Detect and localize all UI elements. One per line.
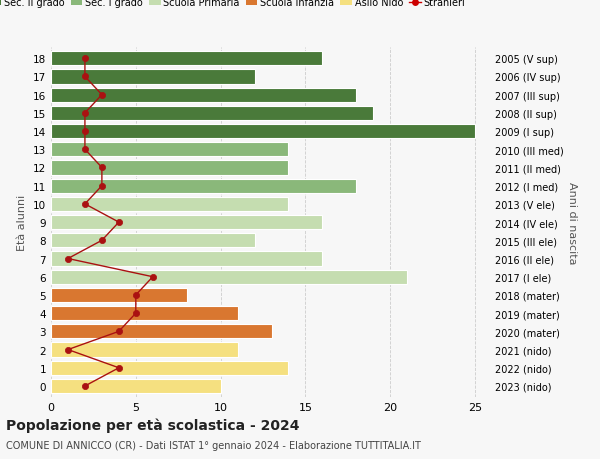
Bar <box>51 143 289 157</box>
Bar <box>51 234 254 248</box>
Bar <box>51 252 322 266</box>
Bar <box>51 288 187 302</box>
Legend: Sec. II grado, Sec. I grado, Scuola Primaria, Scuola Infanzia, Asilo Nido, Stran: Sec. II grado, Sec. I grado, Scuola Prim… <box>0 0 469 12</box>
Text: Popolazione per età scolastica - 2024: Popolazione per età scolastica - 2024 <box>6 418 299 432</box>
Bar <box>51 306 238 320</box>
Bar <box>51 325 271 339</box>
Bar <box>51 70 254 84</box>
Bar <box>51 216 322 230</box>
Bar <box>51 125 475 139</box>
Bar <box>51 270 407 284</box>
Bar <box>51 379 221 393</box>
Bar <box>51 361 289 375</box>
Y-axis label: Età alunni: Età alunni <box>17 195 28 251</box>
Bar <box>51 52 322 66</box>
Bar <box>51 179 356 193</box>
Bar <box>51 197 289 212</box>
Bar <box>51 106 373 121</box>
Y-axis label: Anni di nascita: Anni di nascita <box>568 181 577 264</box>
Bar <box>51 88 356 102</box>
Bar <box>51 161 289 175</box>
Text: COMUNE DI ANNICCO (CR) - Dati ISTAT 1° gennaio 2024 - Elaborazione TUTTITALIA.IT: COMUNE DI ANNICCO (CR) - Dati ISTAT 1° g… <box>6 440 421 450</box>
Bar <box>51 343 238 357</box>
